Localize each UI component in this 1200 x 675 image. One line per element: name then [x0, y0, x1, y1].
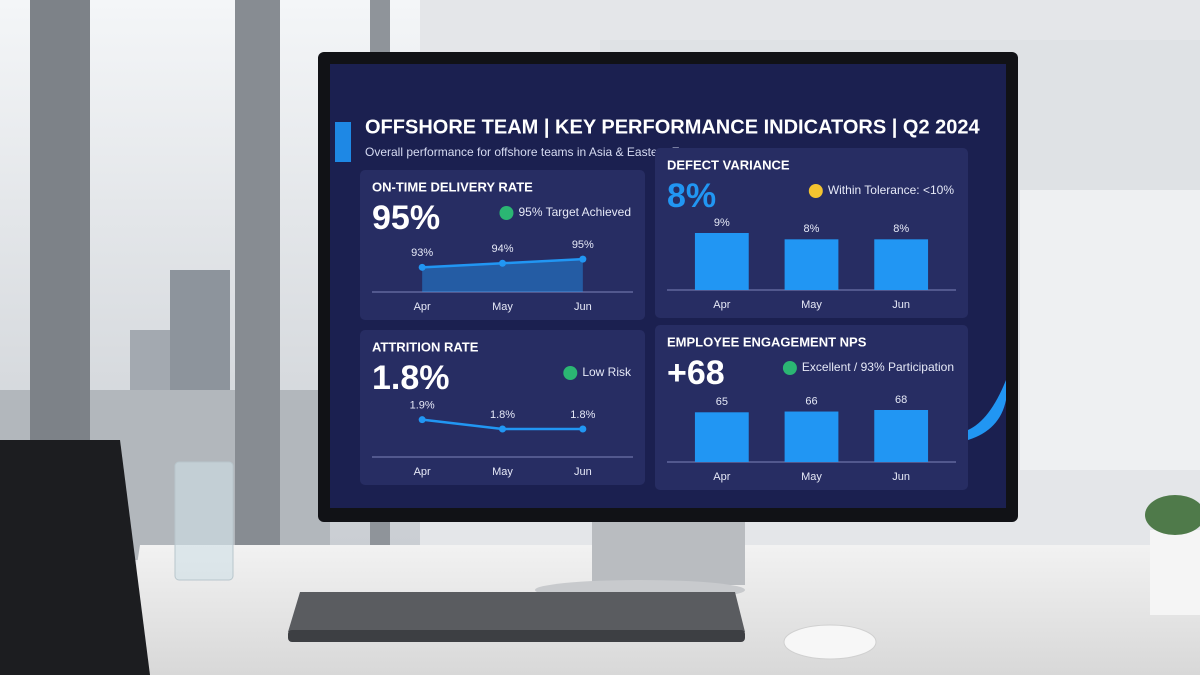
x-tick-label: Jun — [574, 466, 592, 478]
laptop — [288, 592, 745, 632]
panel — [360, 170, 645, 320]
bar — [874, 410, 929, 462]
panel — [655, 325, 968, 490]
status: Excellent / 93% Participation — [802, 360, 954, 374]
value-label: 1.8% — [570, 409, 595, 421]
status: Low Risk — [582, 365, 632, 379]
headline: 95% — [372, 199, 440, 237]
whiteboard — [1020, 190, 1200, 470]
point — [418, 263, 426, 271]
point — [579, 255, 587, 263]
point — [579, 425, 587, 433]
point — [418, 416, 426, 424]
status-icon — [499, 206, 514, 220]
panel-title: ON-TIME DELIVERY RATE — [372, 179, 533, 194]
headline: 1.8% — [372, 359, 450, 397]
glass — [174, 461, 234, 581]
status: Within Tolerance: <10% — [828, 183, 955, 197]
value-label: 1.9% — [410, 400, 435, 412]
value-label: 66 — [805, 395, 817, 407]
kpi-panel: DEFECT VARIANCE 8% Within Tolerance: <10% A… — [655, 148, 968, 318]
x-tick-label: Jun — [892, 299, 910, 311]
bar — [784, 411, 839, 462]
value-label: 1.8% — [490, 409, 515, 421]
window-frame — [235, 0, 280, 560]
kpi-panel: ON-TIME DELIVERY RATE 95% 95% Target Achie… — [360, 170, 645, 320]
bar — [784, 239, 839, 290]
x-tick-label: May — [801, 299, 822, 311]
dashboard: ON-TIME DELIVERY RATE 95% 95% Target Achie… — [360, 148, 968, 490]
status-icon — [808, 184, 823, 198]
bar — [874, 239, 929, 290]
bar — [694, 412, 749, 462]
x-tick-label: May — [801, 471, 822, 483]
value-label: 95% — [572, 239, 594, 251]
headline: 8% — [667, 177, 716, 215]
status-icon — [563, 366, 578, 380]
status: 95% Target Achieved — [518, 205, 631, 219]
x-tick-label: May — [492, 301, 513, 313]
plant-pot — [1150, 530, 1200, 615]
value-label: 93% — [411, 247, 433, 259]
laptop-edge — [288, 630, 745, 642]
accent-arc — [968, 380, 1006, 440]
x-tick-label: Apr — [414, 466, 431, 478]
chair — [0, 440, 150, 675]
x-tick-label: Apr — [713, 471, 730, 483]
x-tick-label: Apr — [414, 301, 431, 313]
point — [499, 425, 506, 433]
value-label: 68 — [895, 394, 907, 406]
kpi-panel: ATTRITION RATE 1.8% Low Risk Apr May Jun 1.9% 1… — [360, 330, 645, 485]
status-icon — [782, 361, 797, 375]
x-tick-label: Jun — [892, 471, 910, 483]
mouse — [783, 624, 877, 660]
bar — [694, 233, 749, 290]
headline: +68 — [667, 354, 725, 392]
panel-title: DEFECT VARIANCE — [667, 157, 790, 172]
value-label: 94% — [491, 243, 513, 255]
dashboard-title: OFFSHORE TEAM | KEY PERFORMANCE INDICATO… — [365, 116, 980, 138]
panel-title: EMPLOYEE ENGAGEMENT NPS — [667, 334, 867, 349]
dashboard-subtitle: Overall performance for offshore teams i… — [365, 145, 711, 159]
kpi-panel: EMPLOYEE ENGAGEMENT NPS +68 Excellent / 93… — [655, 325, 968, 490]
value-label: 9% — [714, 217, 730, 229]
plant — [1145, 495, 1200, 535]
value-label: 65 — [716, 396, 728, 408]
x-tick-label: May — [492, 466, 513, 478]
area — [422, 259, 583, 292]
x-tick-label: Apr — [713, 299, 730, 311]
point — [499, 259, 506, 267]
panel-title: ATTRITION RATE — [372, 339, 479, 354]
value-label: 8% — [893, 223, 909, 235]
x-tick-label: Jun — [574, 301, 592, 313]
title-accent — [335, 122, 351, 162]
monitor-stand — [592, 515, 745, 585]
value-label: 8% — [804, 223, 820, 235]
